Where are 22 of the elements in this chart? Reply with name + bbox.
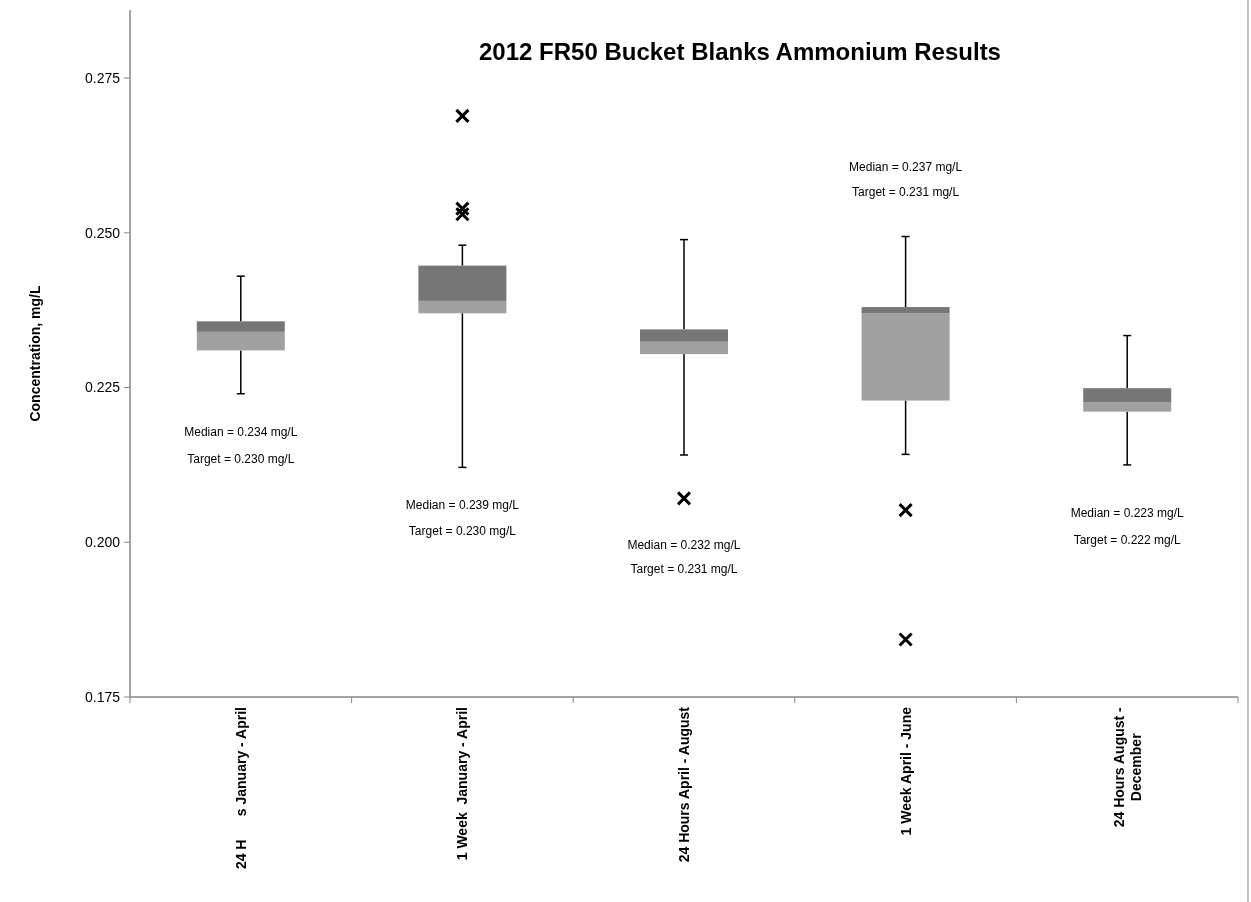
x-tick-label: 24 Hours April - August bbox=[675, 706, 692, 863]
y-tick-label: 0.200 bbox=[84, 534, 121, 551]
annotation: Median = 0.239 mg/L bbox=[405, 498, 520, 513]
annotation: Median = 0.223 mg/L bbox=[1070, 506, 1185, 521]
x-tick-label: 24 Hours August - December bbox=[1110, 706, 1144, 828]
annotation: Target = 0.231 mg/L bbox=[630, 562, 738, 577]
y-tick-label: 0.225 bbox=[84, 379, 121, 396]
annotation: Target = 0.222 mg/L bbox=[1073, 533, 1182, 548]
x-tick-label: 1 Week April - June bbox=[897, 706, 914, 836]
y-tick-label: 0.175 bbox=[84, 688, 121, 705]
annotation: Target = 0.230 mg/L bbox=[187, 452, 295, 467]
x-tick-label: 24 H s January - April bbox=[232, 707, 249, 870]
annotation: Median = 0.232 mg/L bbox=[627, 538, 741, 553]
annotation: Median = 0.234 mg/L bbox=[184, 425, 298, 440]
annotation: Target = 0.231 mg/L bbox=[852, 185, 960, 200]
annotation: Target = 0.230 mg/L bbox=[408, 524, 517, 539]
y-tick-label: 0.275 bbox=[84, 69, 121, 86]
annotation: Median = 0.237 mg/L bbox=[849, 160, 963, 175]
text: 2012 FR50 Bucket Blanks Ammonium Results bbox=[479, 38, 1001, 65]
x-tick-label: 1 Week January - April bbox=[454, 707, 471, 861]
y-tick-label: 0.250 bbox=[84, 224, 121, 241]
y-axis-title: Concentration, mg/L bbox=[27, 285, 43, 422]
